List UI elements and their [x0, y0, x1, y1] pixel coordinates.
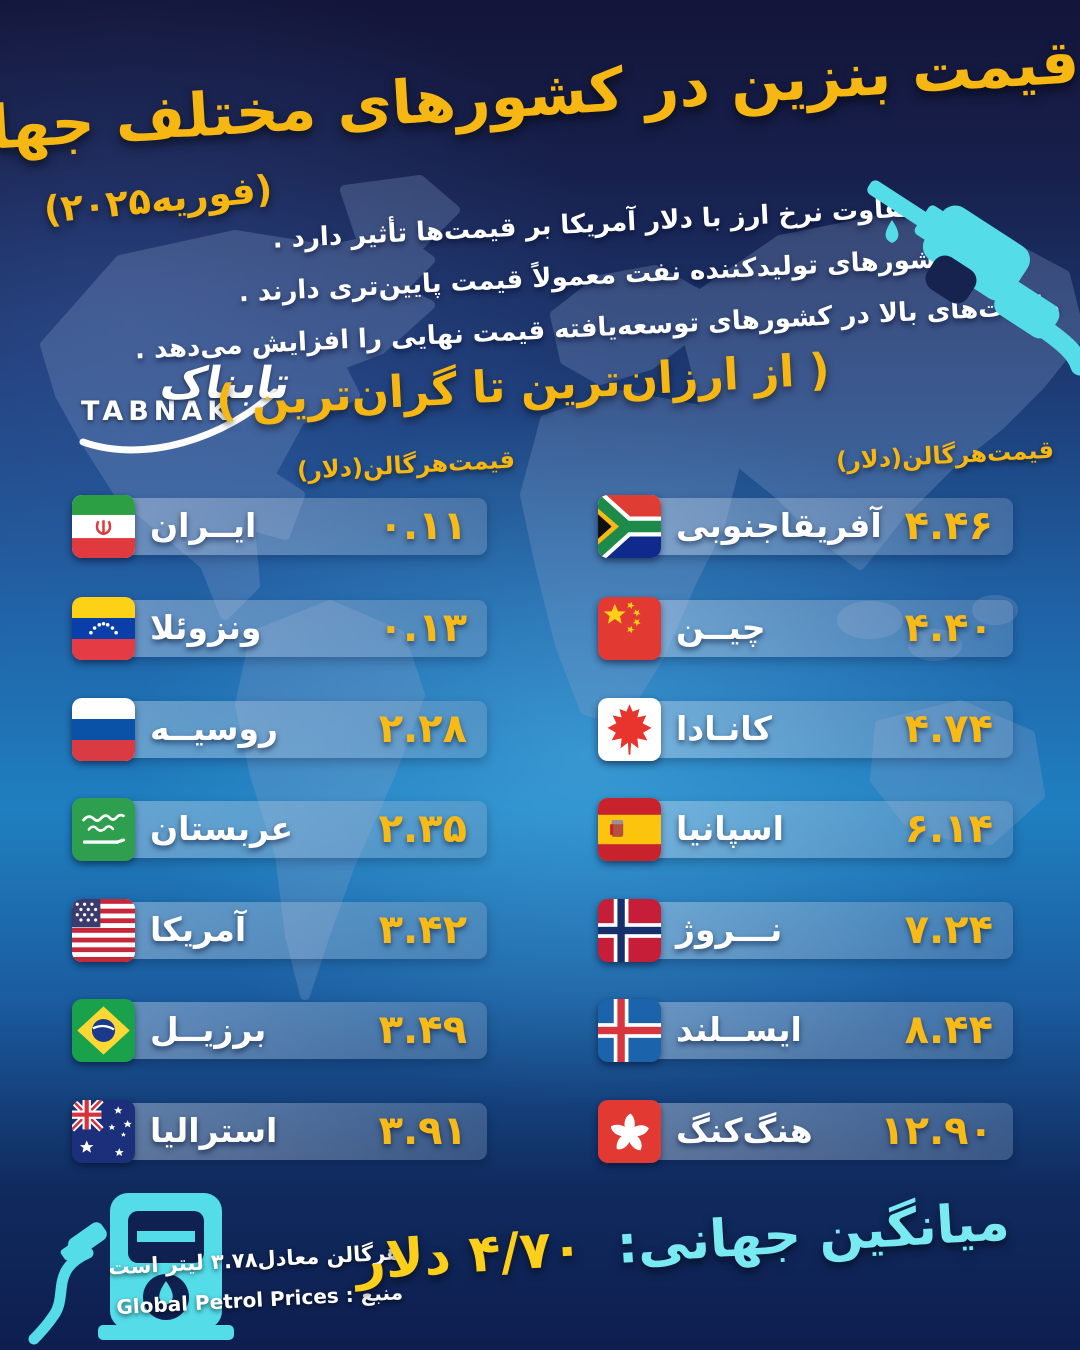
row-bar [600, 498, 1013, 555]
country-name: کانـادا [676, 709, 772, 748]
country-price: ۲.۳۵ [378, 806, 467, 852]
logo-latin-text: TABNAK [81, 396, 234, 427]
venezuela-flag-icon [72, 597, 135, 660]
logo-swoosh [79, 388, 279, 454]
country-name: ونزوئلا [150, 608, 262, 647]
canada-flag-icon [598, 698, 661, 761]
country-price: ۳.۹۱ [378, 1108, 467, 1154]
row-usa: آمریکا ۳.۴۲ [72, 899, 487, 963]
brazil-flag-icon [72, 999, 135, 1062]
country-name: هنگ‌کنگ [676, 1111, 813, 1150]
row-bar [600, 600, 1013, 657]
row-bar [74, 801, 487, 858]
country-name: برزیــل [150, 1010, 267, 1049]
row-bar [600, 1103, 1013, 1160]
row-canada: کانـادا ۴.۷۴ [598, 698, 1013, 762]
australia-flag-icon [72, 1100, 135, 1163]
row-bar [74, 701, 487, 758]
iceland-flag-icon [598, 999, 661, 1062]
pump-drop-icon [159, 1281, 173, 1305]
row-spain: اسپانیا ۶.۱۴ [598, 798, 1013, 862]
country-name: روسیــه [150, 709, 279, 748]
fuel-nozzle-icon [867, 180, 1080, 376]
country-name: ایــران [150, 506, 257, 545]
row-hong-kong: هنگ‌کنگ ۱۲.۹۰ [598, 1100, 1013, 1164]
row-bar [600, 701, 1013, 758]
country-name: ایســلند [676, 1010, 802, 1049]
country-price: ۴.۴۶ [904, 503, 993, 549]
page-title: قیمت بنزین در کشورهای مختلف جهان [0, 27, 1080, 167]
country-price: ۷.۲۴ [904, 907, 993, 953]
country-name: استرالیا [150, 1111, 278, 1150]
country-name: عربستان [150, 809, 294, 848]
row-bar [74, 1002, 487, 1059]
south-africa-flag-icon [598, 495, 661, 558]
row-norway: نـــروژ ۷.۲۴ [598, 899, 1013, 963]
saudi-arabia-flag-icon [72, 798, 135, 861]
row-iceland: ایســلند ۸.۴۴ [598, 999, 1013, 1063]
row-bar [74, 902, 487, 959]
world-average-value: ۴/۷۰ دلار [353, 1218, 585, 1292]
country-price: ۲.۲۸ [378, 706, 467, 752]
country-price: ۴.۷۴ [904, 706, 993, 752]
hong-kong-flag-icon [598, 1100, 661, 1163]
country-name: آمریکا [150, 910, 247, 949]
world-average: میانگین جهانی: ۴/۷۰ دلار [354, 1192, 1011, 1292]
row-bar [600, 1002, 1013, 1059]
fuel-pump-icon [28, 1193, 234, 1345]
country-price: ۸.۴۴ [904, 1007, 993, 1053]
row-iran: ایــران ۰.۱۱ [72, 495, 487, 559]
iran-flag-icon [72, 495, 135, 558]
usa-flag-icon [72, 899, 135, 962]
row-saudi-arabia: عربستان ۲.۳۵ [72, 798, 487, 862]
country-name: آفریقاجنوبی [676, 506, 882, 545]
row-bar [74, 600, 487, 657]
row-south-africa: آفریقاجنوبی ۴.۴۶ [598, 495, 1013, 559]
fuel-drop-icon [885, 220, 899, 243]
country-price: ۳.۴۲ [378, 907, 467, 953]
row-bar [74, 1103, 487, 1160]
row-bar [600, 902, 1013, 959]
country-price: ۶.۱۴ [904, 806, 993, 852]
row-china: چیــن ۴.۴۰ [598, 597, 1013, 661]
row-bar [74, 498, 487, 555]
country-price: ۴.۴۰ [904, 605, 993, 651]
row-venezuela: ونزوئلا ۰.۱۳ [72, 597, 487, 661]
row-brazil: برزیــل ۳.۴۹ [72, 999, 487, 1063]
country-price: ۳.۴۹ [378, 1007, 467, 1053]
world-average-label: میانگین جهانی: [615, 1192, 1012, 1276]
country-name: نـــروژ [676, 910, 783, 949]
row-russia: روسیــه ۲.۲۸ [72, 698, 487, 762]
country-name: چیــن [676, 608, 766, 647]
country-name: اسپانیا [676, 809, 784, 848]
tabnak-logo: TABNAK تابناک [75, 358, 294, 461]
china-flag-icon [598, 597, 661, 660]
country-price: ۰.۱۳ [378, 605, 467, 651]
russia-flag-icon [72, 698, 135, 761]
spain-flag-icon [598, 798, 661, 861]
row-bar [600, 801, 1013, 858]
right-column-header: قیمت‌هرگالن(دلار) [835, 435, 1055, 476]
country-price: ۰.۱۱ [378, 503, 467, 549]
country-price: ۱۲.۹۰ [880, 1108, 993, 1154]
left-column-header: قیمت‌هرگالن(دلار) [296, 445, 516, 485]
row-australia: استرالیا ۳.۹۱ [72, 1100, 487, 1164]
norway-flag-icon [598, 899, 661, 962]
